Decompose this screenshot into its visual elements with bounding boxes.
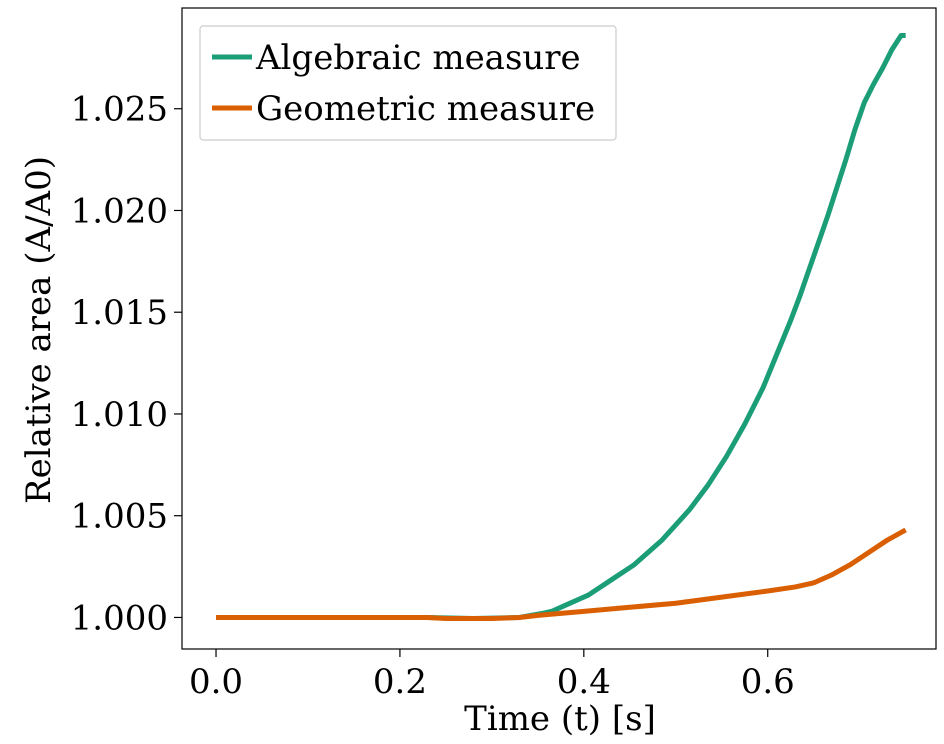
legend-label-1: Algebraic measure (255, 38, 581, 78)
legend-box (199, 25, 617, 141)
y-tick-label: 1.000 (71, 598, 168, 638)
y-tick-label: 1.005 (71, 497, 168, 537)
plot-area (216, 32, 907, 621)
x-tick-label: 0.4 (557, 662, 611, 702)
plot-frame (181, 7, 937, 650)
x-tick-label: 0.0 (189, 662, 243, 702)
legend-label-2: Geometric measure (256, 89, 595, 129)
x-axis-label: Time (t) [s] (464, 699, 656, 739)
y-tick-label: 1.025 (71, 90, 168, 130)
series-line-2 (216, 527, 907, 621)
series-line-1 (216, 32, 906, 621)
y-tick-label: 1.010 (71, 395, 168, 435)
x-tick-label: 0.6 (741, 662, 795, 702)
x-tick-label: 0.2 (373, 662, 427, 702)
y-tick-label: 1.015 (71, 293, 168, 333)
y-axis-label: Relative area (A/A0) (19, 156, 59, 504)
legend: Algebraic measure Geometric measure (199, 25, 617, 141)
axes: 0.0 0.2 0.4 0.6 1.000 1.005 1.010 1.015 1.020 1.0… (71, 7, 937, 702)
y-tick-label: 1.020 (71, 191, 168, 231)
